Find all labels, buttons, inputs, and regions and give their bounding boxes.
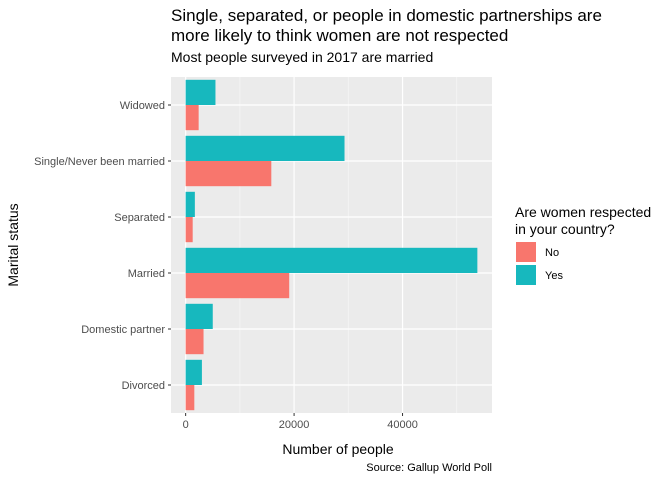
y-tick-label: Separated bbox=[114, 212, 165, 224]
chart-caption: Source: Gallup World Poll bbox=[366, 462, 492, 474]
bar-yes bbox=[185, 247, 478, 273]
bar-yes bbox=[185, 191, 195, 217]
y-axis-title: Marital status bbox=[5, 203, 21, 286]
y-tick-label: Divorced bbox=[122, 380, 165, 392]
y-tick-label: Domestic partner bbox=[81, 324, 165, 336]
y-tick-label: Widowed bbox=[120, 100, 165, 112]
y-axis-ticks: Widowed Single/Never been married Separate… bbox=[34, 100, 171, 392]
bar-no bbox=[185, 105, 199, 131]
bar-yes bbox=[185, 79, 216, 105]
legend-key-no bbox=[516, 242, 536, 262]
legend-title-line-1: Are women respected bbox=[515, 204, 651, 220]
bar-no bbox=[185, 161, 272, 187]
bar-no bbox=[185, 273, 290, 299]
x-tick-label: 20000 bbox=[279, 419, 310, 431]
chart-title-line-2: more likely to think women are not respe… bbox=[171, 26, 508, 45]
legend-label-yes: Yes bbox=[545, 270, 563, 282]
legend-key-yes bbox=[516, 265, 536, 285]
bar-no bbox=[185, 329, 204, 355]
y-tick-label: Single/Never been married bbox=[34, 156, 165, 168]
x-tick-label: 0 bbox=[183, 419, 189, 431]
legend-title-line-2: in your country? bbox=[515, 221, 615, 237]
bar-yes bbox=[185, 359, 202, 385]
x-tick-label: 40000 bbox=[387, 419, 418, 431]
y-tick-label: Married bbox=[128, 268, 165, 280]
x-axis-title: Number of people bbox=[282, 441, 394, 457]
bars bbox=[185, 79, 478, 411]
bar-no bbox=[185, 385, 195, 411]
plot-panel bbox=[171, 77, 492, 413]
bar-no bbox=[185, 217, 193, 243]
chart-subtitle: Most people surveyed in 2017 are married bbox=[171, 49, 433, 65]
bar-yes bbox=[185, 303, 213, 329]
chart-title-line-1: Single, separated, or people in domestic… bbox=[171, 6, 602, 25]
x-axis-ticks: 0 20000 40000 bbox=[183, 413, 418, 431]
bar-yes bbox=[185, 135, 345, 161]
legend-label-no: No bbox=[545, 247, 559, 259]
legend: Are women respected in your country? No … bbox=[515, 204, 651, 285]
